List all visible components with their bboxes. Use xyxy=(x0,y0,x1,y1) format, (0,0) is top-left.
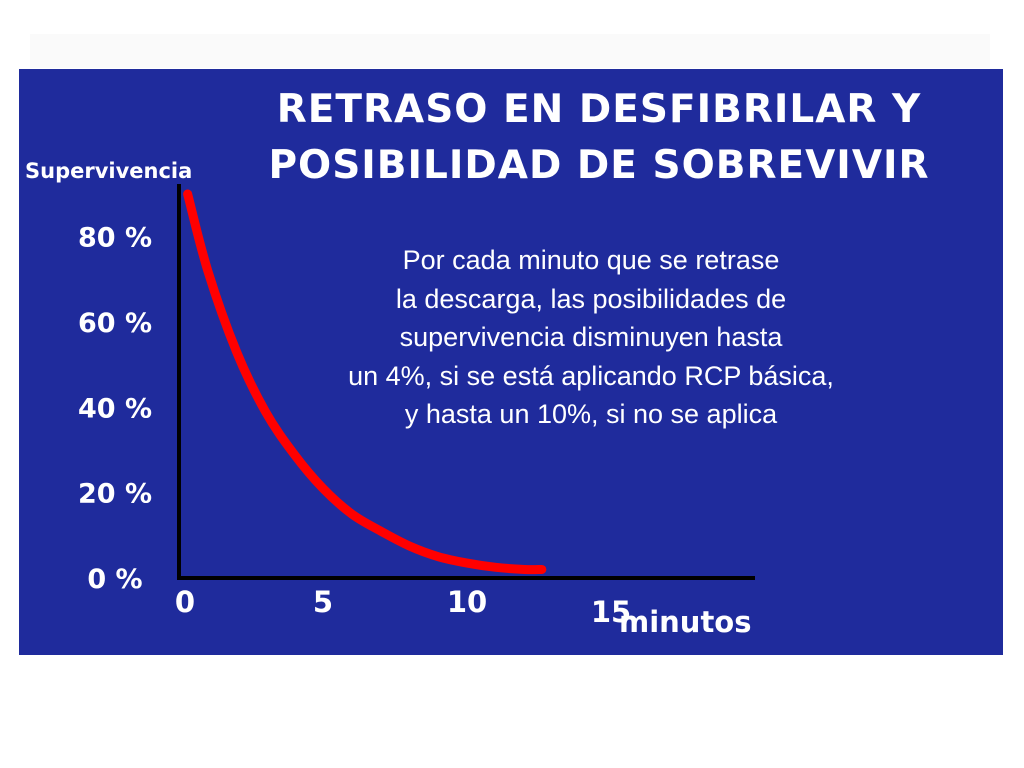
note-line-1: Por cada minuto que se retrase xyxy=(402,245,780,275)
note-line-4: un 4%, si se está aplicando RCP básica, xyxy=(348,360,834,391)
note-line-3: supervivencia disminuyen hasta xyxy=(399,322,783,352)
note-line-5: y hasta un 10%, si no se aplica xyxy=(404,399,778,429)
y-axis-label: Supervivencia xyxy=(25,159,193,183)
y-tick-label: 60 % xyxy=(78,308,152,339)
x-tick-label: 10 xyxy=(447,585,487,619)
title-line-2: POSIBILIDAD DE SOBREVIVIR xyxy=(268,143,930,188)
x-tick-label: 0 xyxy=(175,585,195,619)
survival-curve xyxy=(183,189,547,575)
survival-chart: 0 % 20 % 40 % 60 % 80 % 0 5 10 15 xyxy=(78,184,755,629)
x-tick-labels: 0 5 10 15 xyxy=(175,585,631,629)
survival-note: Por cada minuto que se retrase la descar… xyxy=(281,241,901,434)
axes xyxy=(177,184,755,580)
y-tick-label: 40 % xyxy=(78,393,152,424)
note-line-2: la descarga, las posibilidades de xyxy=(395,283,787,314)
y-tick-labels: 0 % 20 % 40 % 60 % 80 % xyxy=(78,223,152,595)
top-band xyxy=(30,34,990,68)
x-axis-label: minutos xyxy=(619,605,752,639)
y-tick-label: 80 % xyxy=(78,223,152,254)
x-tick-label: 15 xyxy=(591,595,631,629)
title-line-1: RETRASO EN DESFIBRILAR Y xyxy=(276,87,922,132)
x-tick-label: 5 xyxy=(313,585,333,619)
series-lines xyxy=(183,189,547,575)
y-tick-label: 0 % xyxy=(87,564,142,595)
y-tick-label: 20 % xyxy=(78,479,152,510)
slide: RETRASO EN DESFIBRILAR Y POSIBILIDAD DE … xyxy=(19,69,1003,655)
